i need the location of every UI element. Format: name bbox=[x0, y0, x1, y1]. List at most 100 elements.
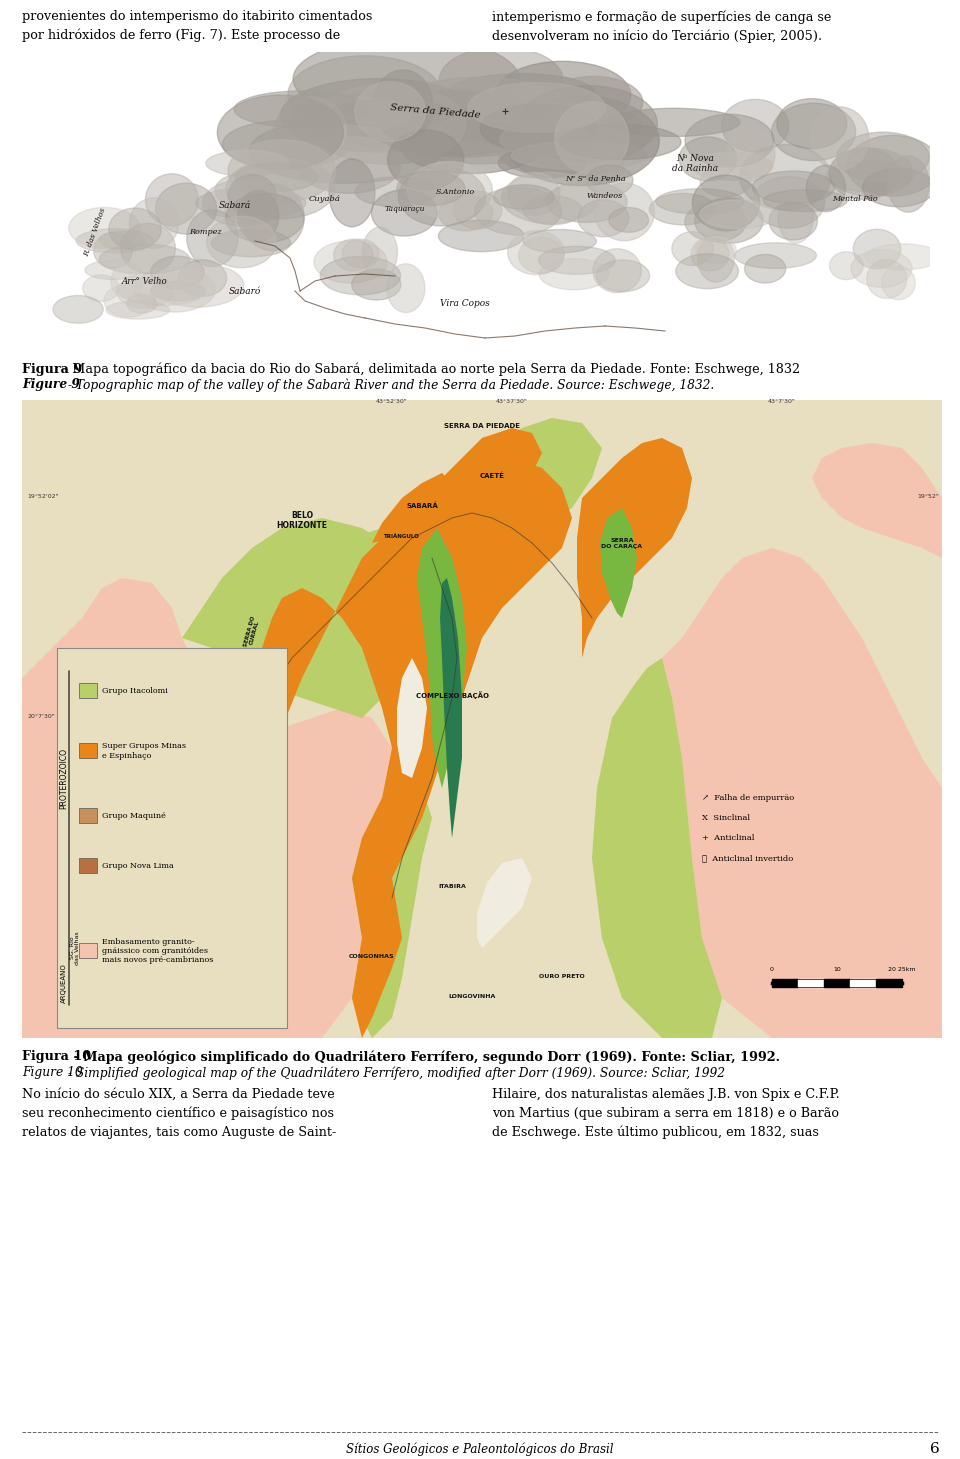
Ellipse shape bbox=[523, 229, 596, 252]
Ellipse shape bbox=[372, 190, 437, 236]
Ellipse shape bbox=[881, 267, 916, 299]
Ellipse shape bbox=[500, 121, 593, 158]
Ellipse shape bbox=[726, 127, 775, 181]
Bar bbox=[79, 858, 97, 872]
Ellipse shape bbox=[853, 229, 900, 268]
Text: ITABIRA: ITABIRA bbox=[438, 884, 466, 889]
Ellipse shape bbox=[187, 210, 238, 267]
Ellipse shape bbox=[695, 198, 763, 244]
Text: Serra da Piedade: Serra da Piedade bbox=[390, 104, 481, 120]
Ellipse shape bbox=[217, 95, 344, 171]
Text: Wandeos: Wandeos bbox=[587, 193, 623, 200]
Text: 6: 6 bbox=[930, 1441, 940, 1456]
Ellipse shape bbox=[539, 247, 615, 274]
Ellipse shape bbox=[134, 267, 215, 312]
Ellipse shape bbox=[829, 149, 913, 197]
Text: Figure 9: Figure 9 bbox=[22, 378, 80, 391]
Ellipse shape bbox=[508, 231, 564, 274]
Text: SABARÁ: SABARÁ bbox=[406, 502, 438, 509]
Ellipse shape bbox=[439, 47, 564, 114]
Ellipse shape bbox=[679, 137, 736, 181]
Ellipse shape bbox=[685, 114, 774, 168]
Ellipse shape bbox=[836, 133, 929, 182]
Text: ↗  Falha de empurrão: ↗ Falha de empurrão bbox=[702, 794, 794, 802]
Ellipse shape bbox=[151, 282, 205, 301]
Ellipse shape bbox=[829, 252, 863, 280]
Ellipse shape bbox=[495, 61, 631, 128]
Ellipse shape bbox=[69, 207, 140, 248]
Text: X  Sinclinal: X Sinclinal bbox=[702, 814, 750, 821]
Ellipse shape bbox=[371, 102, 555, 158]
Ellipse shape bbox=[865, 244, 941, 270]
Polygon shape bbox=[22, 578, 282, 1037]
Ellipse shape bbox=[700, 200, 776, 229]
Ellipse shape bbox=[778, 190, 813, 244]
Text: SG. Rio
das Velhas: SG. Rio das Velhas bbox=[70, 931, 81, 964]
Polygon shape bbox=[440, 578, 462, 837]
Text: ARQUEANO: ARQUEANO bbox=[61, 963, 67, 1002]
Polygon shape bbox=[372, 473, 452, 543]
Ellipse shape bbox=[84, 261, 141, 280]
Text: COMPLEXO BAÇÃO: COMPLEXO BAÇÃO bbox=[416, 692, 489, 699]
Ellipse shape bbox=[117, 276, 173, 308]
Ellipse shape bbox=[196, 188, 305, 219]
Text: Arr° Velho: Arr° Velho bbox=[122, 277, 168, 286]
Ellipse shape bbox=[504, 96, 660, 185]
Polygon shape bbox=[352, 778, 432, 1037]
Ellipse shape bbox=[722, 99, 789, 152]
Text: Figure 10: Figure 10 bbox=[22, 1067, 83, 1080]
Polygon shape bbox=[592, 658, 722, 1037]
Text: Cuyabá: Cuyabá bbox=[309, 196, 341, 203]
Ellipse shape bbox=[206, 216, 276, 268]
Ellipse shape bbox=[235, 163, 318, 191]
Ellipse shape bbox=[276, 96, 347, 162]
Text: Rompez: Rompez bbox=[189, 228, 222, 236]
Ellipse shape bbox=[298, 136, 401, 193]
Ellipse shape bbox=[607, 108, 740, 137]
Polygon shape bbox=[182, 518, 422, 718]
Text: - Mapa geológico simplificado do Quadrilátero Ferrífero, segundo Dorr (1969). Fo: - Mapa geológico simplificado do Quadril… bbox=[69, 1050, 780, 1064]
Ellipse shape bbox=[398, 166, 486, 226]
Polygon shape bbox=[417, 528, 467, 788]
Polygon shape bbox=[397, 658, 427, 778]
Ellipse shape bbox=[453, 191, 502, 229]
Text: provenientes do intemperismo do itabirito cimentados
por hidróxidos de ferro (Fi: provenientes do intemperismo do itabirit… bbox=[22, 10, 372, 42]
Text: - Simplified geological map of the Quadrilátero Ferrífero, modified after Dorr (: - Simplified geological map of the Quadr… bbox=[64, 1067, 725, 1080]
Text: TRIÂNGULO: TRIÂNGULO bbox=[384, 534, 420, 538]
Ellipse shape bbox=[106, 301, 170, 320]
Polygon shape bbox=[477, 858, 532, 948]
Text: Grupo Maquiné: Grupo Maquiné bbox=[102, 813, 166, 820]
Ellipse shape bbox=[691, 238, 729, 271]
Polygon shape bbox=[442, 427, 542, 498]
Text: - Topographic map of the valley of the Sabarà River and the Serra da Piedade. So: - Topographic map of the valley of the S… bbox=[64, 378, 714, 391]
Ellipse shape bbox=[684, 201, 746, 242]
Ellipse shape bbox=[739, 144, 830, 210]
Ellipse shape bbox=[351, 268, 401, 301]
Bar bbox=[79, 808, 97, 823]
Ellipse shape bbox=[763, 190, 848, 212]
Ellipse shape bbox=[320, 257, 400, 295]
Ellipse shape bbox=[544, 76, 643, 128]
Ellipse shape bbox=[104, 285, 153, 317]
Text: SERRA
DO CARAÇA: SERRA DO CARAÇA bbox=[601, 538, 642, 549]
Text: 19°52": 19°52" bbox=[917, 495, 939, 499]
Polygon shape bbox=[577, 438, 692, 658]
Ellipse shape bbox=[156, 184, 217, 233]
Ellipse shape bbox=[753, 177, 825, 228]
Ellipse shape bbox=[578, 200, 629, 236]
Bar bbox=[876, 979, 902, 986]
Ellipse shape bbox=[829, 147, 899, 200]
Ellipse shape bbox=[480, 104, 597, 152]
Ellipse shape bbox=[518, 238, 564, 273]
Ellipse shape bbox=[205, 150, 289, 177]
Ellipse shape bbox=[241, 184, 304, 251]
Ellipse shape bbox=[329, 159, 375, 226]
Ellipse shape bbox=[310, 85, 466, 165]
Ellipse shape bbox=[691, 152, 773, 181]
Ellipse shape bbox=[342, 239, 379, 268]
Ellipse shape bbox=[700, 166, 751, 197]
Ellipse shape bbox=[407, 162, 492, 219]
Ellipse shape bbox=[234, 90, 370, 128]
Ellipse shape bbox=[439, 196, 492, 231]
Ellipse shape bbox=[594, 182, 655, 241]
